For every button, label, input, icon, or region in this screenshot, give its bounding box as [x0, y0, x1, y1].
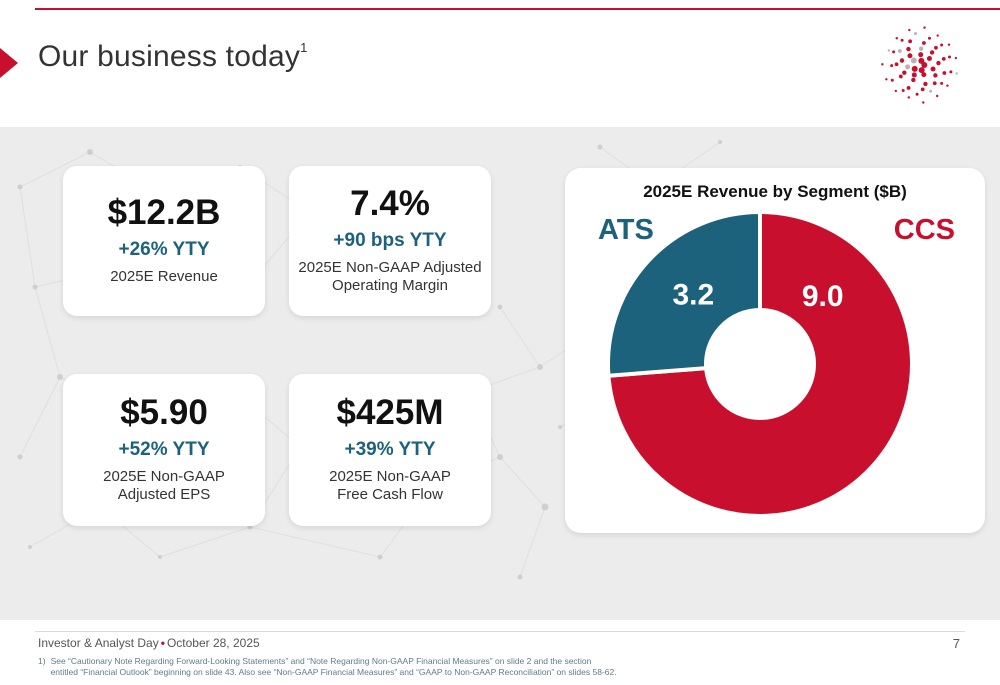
- chart-title: 2025E Revenue by Segment ($B): [643, 182, 907, 201]
- stat-label: 2025E Revenue: [110, 268, 218, 285]
- segment-value-ats: 3.2: [672, 278, 714, 311]
- segment-label-ats: ATS: [598, 214, 654, 246]
- stat-label: 2025E Non-GAAP Free Cash Flow: [329, 467, 451, 504]
- stat-value: $12.2B: [107, 193, 221, 233]
- footer-event-date: Investor & Analyst Day • October 28, 2025: [38, 636, 260, 650]
- donut-segment-ats: [606, 209, 762, 378]
- footnote-ref: 1: [300, 40, 308, 55]
- stat-change: +52% YTY: [118, 438, 210, 460]
- content-area: $12.2B +26% YTY 2025E Revenue 7.4% +90 b…: [0, 127, 1000, 620]
- stat-card-operating-margin: 7.4% +90 bps YTY 2025E Non-GAAP Adjusted…: [289, 166, 491, 316]
- footnote-marker: 1): [38, 656, 46, 666]
- stat-value: $425M: [336, 392, 444, 432]
- footnote: 1) See “Cautionary Note Regarding Forwar…: [38, 656, 758, 679]
- red-flag-icon: [0, 48, 18, 78]
- footer-divider: [35, 631, 965, 632]
- footnote-text: See “Cautionary Note Regarding Forward-L…: [50, 656, 617, 678]
- stat-change: +90 bps YTY: [333, 229, 447, 251]
- revenue-segment-chart-card: 2025E Revenue by Segment ($B) ATS CCS 3.…: [565, 168, 985, 533]
- stat-label: 2025E Non-GAAP Adjusted EPS: [103, 467, 225, 504]
- page-number: 7: [952, 636, 960, 651]
- footer-separator: •: [160, 636, 165, 650]
- stat-card-free-cash-flow: $425M +39% YTY 2025E Non-GAAP Free Cash …: [289, 374, 491, 526]
- footer-date: October 28, 2025: [166, 636, 260, 650]
- stat-change: +26% YTY: [118, 239, 210, 260]
- segment-value-ccs: 9.0: [802, 280, 844, 313]
- donut-segment-ccs: [606, 209, 914, 518]
- top-accent-line: [35, 8, 1000, 10]
- stat-card-adjusted-eps: $5.90 +52% YTY 2025E Non-GAAP Adjusted E…: [63, 374, 265, 526]
- page-title-text: Our business today: [38, 40, 301, 73]
- stat-card-revenue: $12.2B +26% YTY 2025E Revenue: [63, 166, 265, 316]
- stat-value: 7.4%: [350, 183, 430, 223]
- donut-chart: 3.2 9.0: [606, 209, 914, 518]
- company-logo-icon: [881, 26, 958, 104]
- footer-event: Investor & Analyst Day: [38, 636, 159, 650]
- segment-label-ccs: CCS: [893, 214, 955, 246]
- page-title: Our business today1: [38, 40, 308, 74]
- stat-label: 2025E Non-GAAP Adjusted Operating Margin: [298, 258, 482, 295]
- stat-value: $5.90: [120, 392, 208, 432]
- stat-change: +39% YTY: [344, 438, 436, 460]
